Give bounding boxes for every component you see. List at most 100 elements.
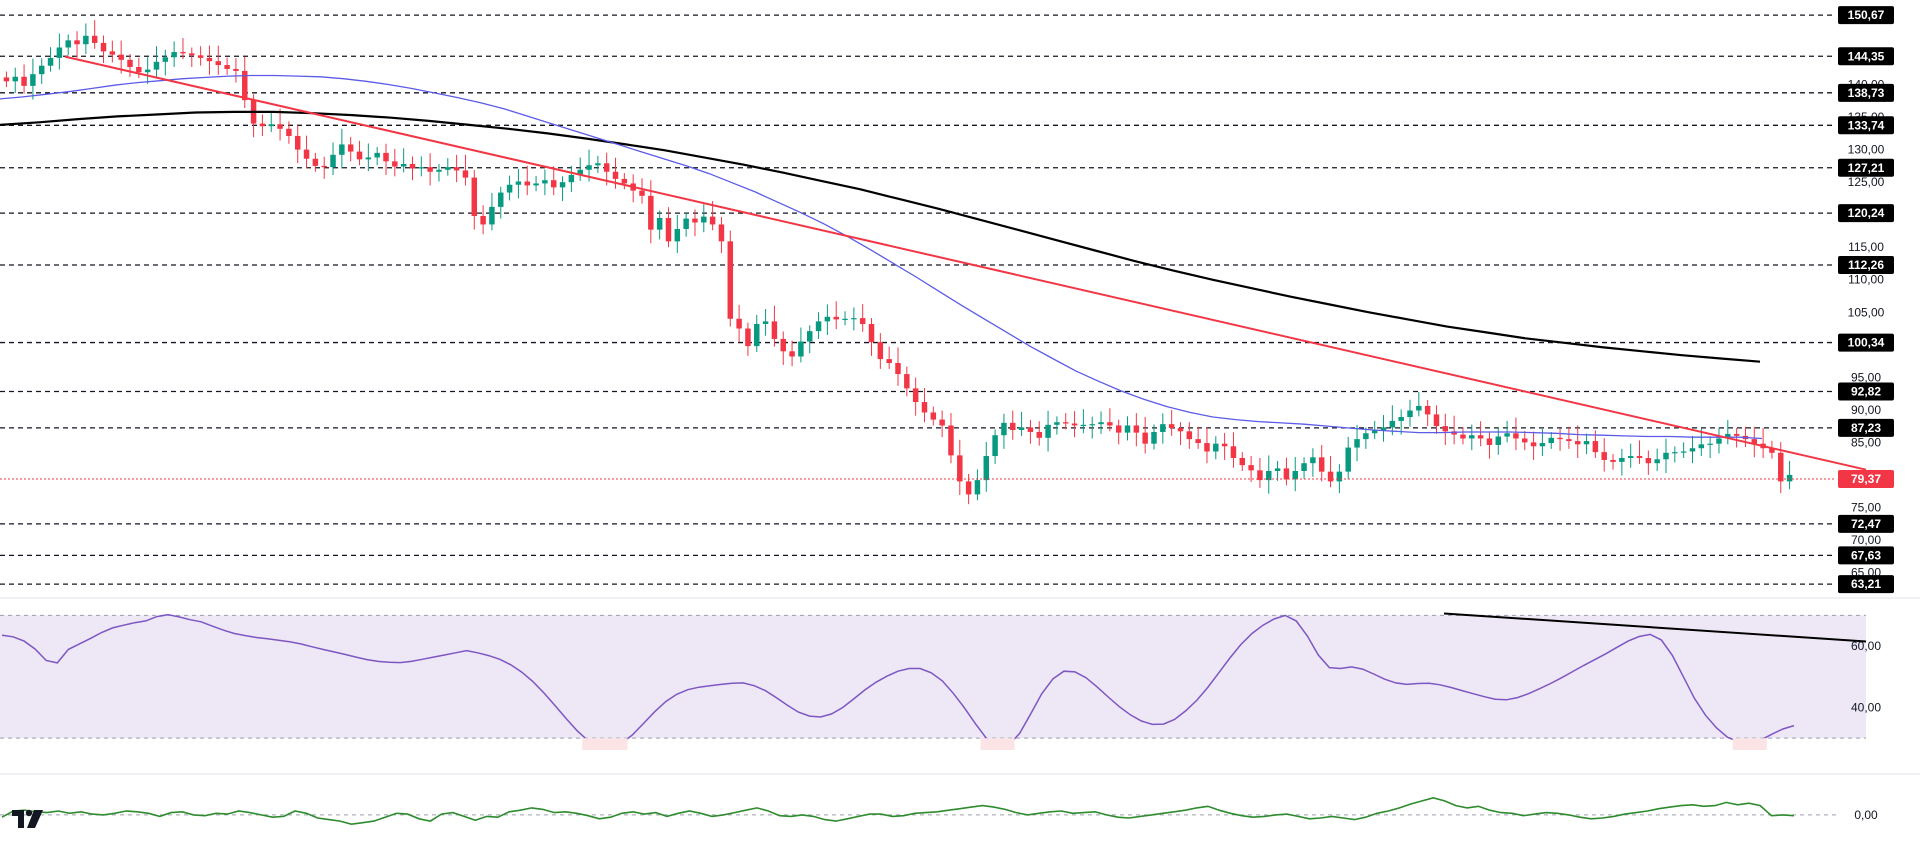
candle-87 (771, 305, 778, 347)
candle-145 (1283, 457, 1290, 486)
candle-100 (886, 346, 892, 369)
candle-90 (798, 327, 804, 363)
level-label-5-text: 120,24 (1848, 206, 1885, 220)
candle-167 (1477, 421, 1484, 447)
candle-77 (683, 212, 689, 237)
candle-184 (1627, 443, 1634, 468)
trendline (64, 55, 1867, 471)
candle-124 (1098, 411, 1104, 434)
level-label-2-text: 138,73 (1848, 86, 1885, 100)
candle-105 (930, 406, 937, 426)
candle-48 (427, 153, 433, 186)
candle-3 (30, 58, 36, 100)
rsi-line (1, 613, 1795, 748)
price-axis: 140,00135,00130,00125,00115,00110,00105,… (1838, 6, 1894, 594)
rsi-oversold-mark (604, 738, 617, 750)
candle-72 (639, 178, 645, 204)
level-label-12-text: 63,21 (1851, 577, 1881, 591)
candle-40 (356, 140, 363, 166)
candle-59 (524, 165, 530, 196)
candle-17 (153, 46, 160, 78)
candle-1 (12, 67, 18, 94)
candle-138 (1221, 432, 1228, 460)
candle-86 (762, 309, 769, 336)
candle-182 (1610, 454, 1616, 470)
candle-108 (957, 439, 963, 496)
candle-27 (242, 56, 248, 108)
candle-129 (1142, 417, 1148, 454)
candle-39 (347, 136, 354, 162)
candle-89 (789, 340, 795, 367)
level-label-11: 67,63 (1838, 546, 1894, 565)
candle-150 (1327, 456, 1334, 488)
candle-61 (542, 169, 548, 196)
candle-153 (1354, 425, 1360, 462)
moving-average-fast-line (0, 74, 1763, 440)
candle-84 (745, 322, 751, 356)
candle-33 (294, 125, 301, 164)
candle-51 (453, 154, 460, 183)
level-label-6: 112,26 (1838, 256, 1894, 275)
candle-19 (171, 41, 177, 68)
price-tick-label: 90,00 (1851, 403, 1881, 417)
rsi-oversold-mark (1002, 738, 1015, 750)
level-label-6-text: 112,26 (1848, 258, 1884, 272)
candle-175 (1548, 431, 1554, 449)
candle-163 (1442, 413, 1449, 445)
price-tick-label: 130,00 (1848, 143, 1885, 157)
candle-65 (577, 157, 583, 181)
candle-11 (100, 35, 107, 64)
candle-20 (180, 38, 186, 60)
candle-181 (1601, 438, 1607, 472)
candle-136 (1204, 427, 1210, 464)
candle-171 (1513, 417, 1519, 451)
candle-76 (674, 215, 681, 254)
level-label-0-text: 150,67 (1848, 8, 1885, 22)
candle-177 (1566, 426, 1572, 449)
candle-56 (498, 186, 504, 219)
candle-122 (1080, 409, 1087, 434)
price-tick-label: 110,00 (1848, 273, 1884, 287)
candle-151 (1336, 464, 1343, 494)
candle-117 (1036, 421, 1042, 446)
candle-38 (339, 128, 345, 169)
candle-60 (533, 175, 539, 192)
candle-18 (162, 49, 169, 76)
level-label-10: 72,47 (1838, 514, 1894, 533)
candle-52 (462, 154, 469, 186)
candle-192 (1698, 428, 1705, 457)
level-label-9-text: 87,23 (1851, 421, 1881, 435)
candle-78 (692, 209, 698, 237)
candle-187 (1654, 448, 1660, 471)
candle-23 (206, 45, 213, 75)
candle-54 (480, 205, 486, 235)
candle-157 (1389, 405, 1396, 436)
candle-131 (1160, 413, 1166, 444)
candle-103 (912, 377, 919, 416)
candle-149 (1318, 444, 1325, 482)
candle-164 (1451, 415, 1457, 445)
candle-0 (3, 71, 10, 88)
candle-162 (1433, 405, 1440, 434)
candle-30 (268, 111, 274, 133)
rsi-pane: 60,00 40,00 (0, 612, 1920, 775)
candle-37 (330, 142, 336, 175)
candle-36 (321, 156, 327, 179)
candle-166 (1469, 424, 1475, 451)
candle-185 (1636, 440, 1643, 464)
candle-55 (489, 192, 495, 231)
level-label-4-text: 127,21 (1848, 161, 1885, 175)
candle-154 (1363, 427, 1369, 449)
candle-43 (383, 143, 389, 175)
candle-31 (277, 108, 283, 141)
rsi-band (0, 615, 1866, 739)
candle-13 (118, 40, 124, 74)
level-label-0: 150,67 (1838, 6, 1894, 25)
candle-93 (824, 304, 831, 336)
level-label-4: 127,21 (1838, 158, 1894, 177)
candle-82 (727, 230, 734, 327)
candle-107 (948, 413, 954, 464)
candle-142 (1257, 457, 1263, 488)
